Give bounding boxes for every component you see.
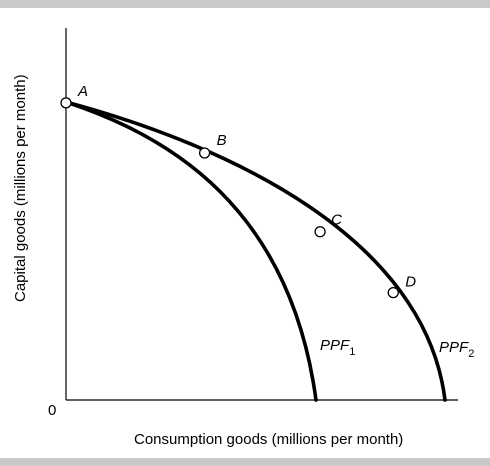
ppf1-label: PPF1	[320, 337, 355, 358]
origin-label: 0	[48, 402, 56, 419]
chart-frame: 0 Consumption goods (millions per month)…	[0, 8, 490, 458]
point-label-c: C	[331, 212, 342, 229]
point-c	[314, 226, 326, 238]
point-label-d: D	[405, 274, 416, 291]
points-layer: A B C D	[60, 83, 416, 299]
point-b	[198, 147, 211, 159]
ppf1-curve	[64, 100, 318, 402]
ppf-chart: 0 Consumption goods (millions per month)…	[12, 28, 474, 448]
point-label-a: A	[77, 83, 88, 100]
ppf2-label: PPF2	[439, 339, 474, 360]
x-axis-label: Consumption goods (millions per month)	[134, 431, 403, 448]
ppf2-curve	[64, 100, 447, 402]
y-axis-label: Capital goods (millions per month)	[12, 74, 29, 302]
point-d	[387, 286, 399, 299]
point-a	[60, 97, 72, 109]
point-label-b: B	[217, 132, 227, 149]
